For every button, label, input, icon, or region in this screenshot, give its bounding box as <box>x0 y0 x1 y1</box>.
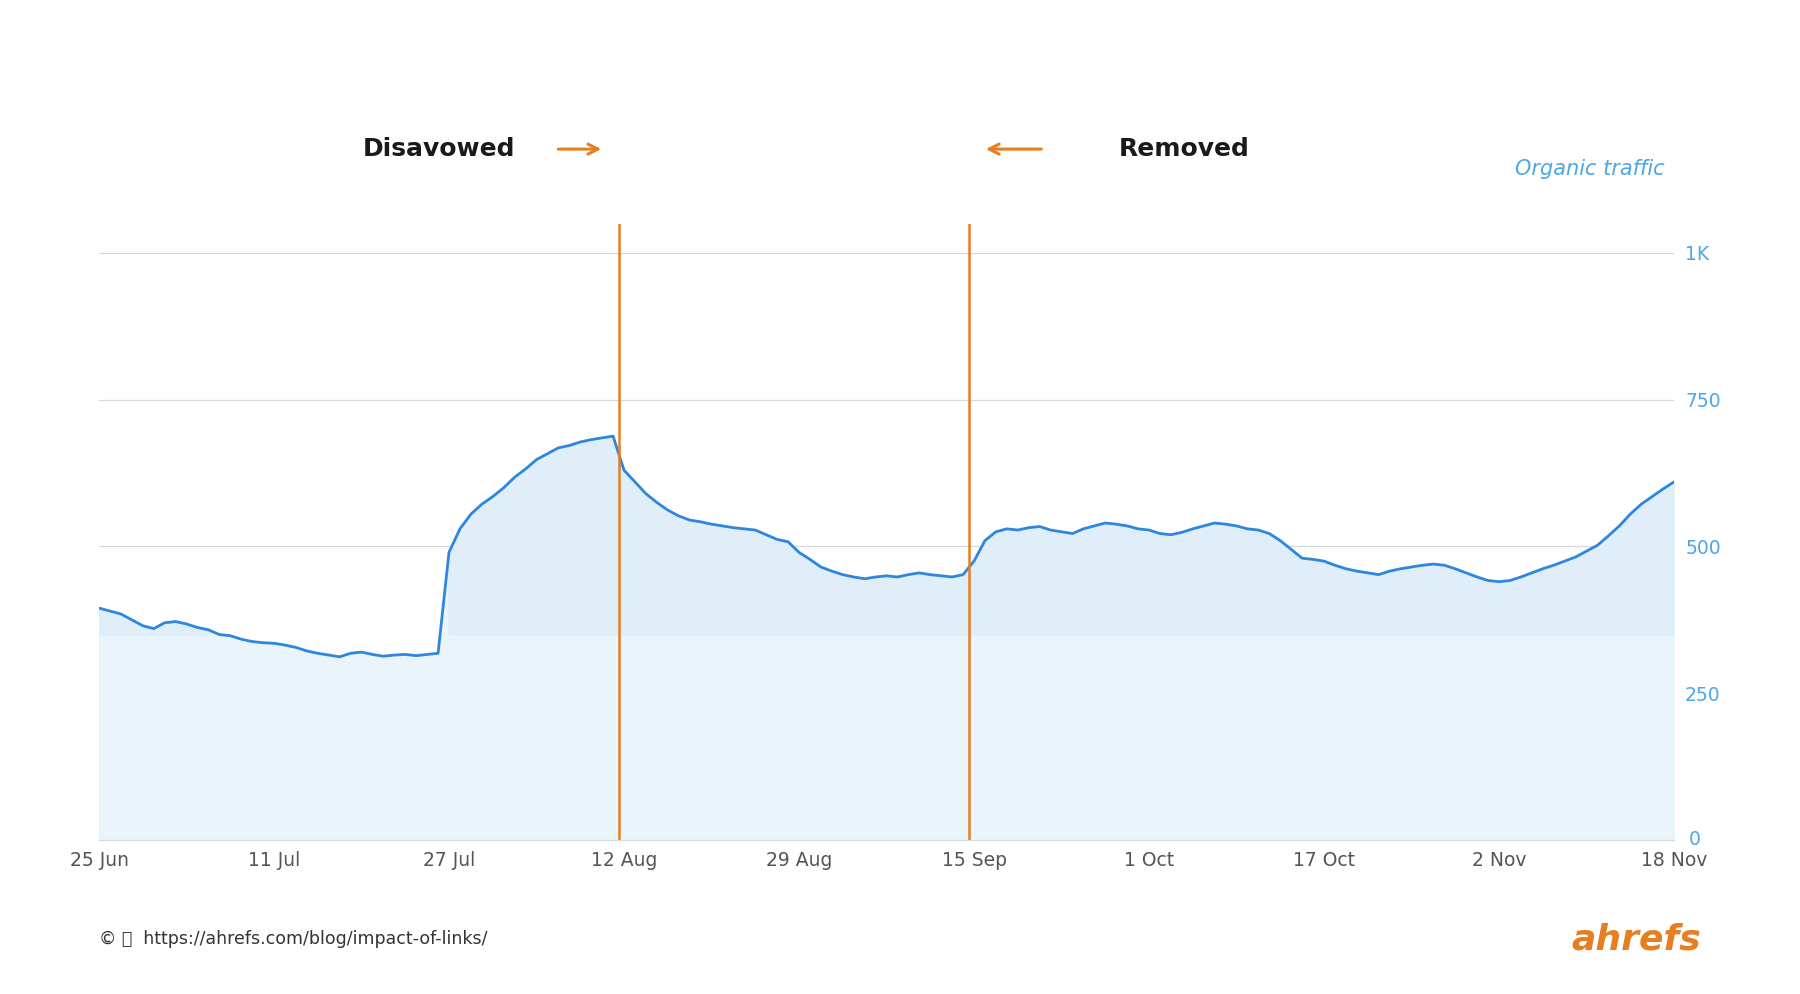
Text: ahrefs: ahrefs <box>1571 922 1701 956</box>
Text: Removed: Removed <box>1120 137 1249 161</box>
Text: 0: 0 <box>1688 830 1701 850</box>
Text: Organic traffic: Organic traffic <box>1516 159 1665 179</box>
Text: © ⓘ  https://ahrefs.com/blog/impact-of-links/: © ⓘ https://ahrefs.com/blog/impact-of-li… <box>99 930 488 948</box>
Text: Disavowed: Disavowed <box>362 137 515 161</box>
